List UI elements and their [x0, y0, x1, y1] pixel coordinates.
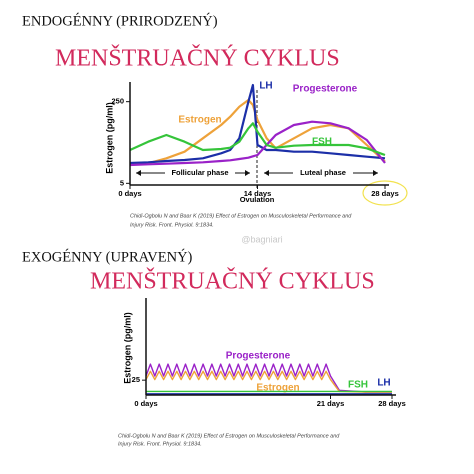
series-label: FSH — [312, 137, 332, 148]
y-axis-label: Estrogen (pg/ml) — [104, 102, 114, 174]
source: Injury Risk. Front. Physiol. 9:1834. — [118, 441, 202, 447]
annotation: Follicular phase — [171, 168, 228, 177]
series-label: Estrogen — [256, 383, 299, 394]
series-label: FSH — [348, 380, 368, 391]
label-bg — [293, 168, 353, 178]
annotation: Ovulation — [240, 195, 275, 204]
y-axis-label: Estrogen (pg/ml) — [122, 312, 132, 384]
x-tick-label: 0 days — [134, 399, 157, 408]
y-tick-label: 5 — [120, 178, 124, 187]
series-line — [129, 98, 386, 167]
x-tick-label: 28 days — [371, 189, 399, 198]
series-label: Progesterone — [226, 351, 291, 362]
y-tick-label: 25 — [132, 375, 140, 384]
series-line — [129, 83, 386, 165]
y-tick-label: 250 — [111, 97, 124, 106]
series-label: Estrogen — [178, 115, 221, 126]
series-label: LH — [259, 81, 272, 92]
series-line — [129, 122, 386, 157]
source: Chidi-Ogbolu N and Baar K (2019) Effect … — [118, 433, 340, 439]
chart-subtitle: ENDOGÉNNY (PRIRODZENÝ) — [22, 12, 218, 29]
x-tick-label: 21 days — [317, 399, 345, 408]
label-bg — [165, 168, 235, 178]
series-line — [145, 363, 392, 393]
chart-title: MENŠTRUAČNÝ CYKLUS — [90, 268, 375, 295]
source: Chidi-Ogbolu N and Baar K (2019) Effect … — [130, 213, 352, 219]
x-tick-label: 28 days — [378, 399, 406, 408]
series-line — [129, 120, 386, 167]
series-label: LH — [377, 378, 390, 389]
annotation: Luteal phase — [300, 168, 346, 177]
chart-title: MENŠTRUAČNÝ CYKLUS — [55, 45, 340, 72]
chart-subtitle: EXOGÉNNY (UPRAVENÝ) — [22, 248, 193, 265]
series-line — [145, 370, 392, 393]
watermark: @bagniari — [241, 234, 282, 244]
source: Injury Risk. Front. Physiol. 9:1834. — [130, 222, 214, 228]
series-label: Progesterone — [293, 84, 358, 95]
highlight-circle — [362, 180, 408, 206]
x-tick-label: 0 days — [118, 189, 141, 198]
x-tick-label: 14 days — [244, 189, 272, 198]
